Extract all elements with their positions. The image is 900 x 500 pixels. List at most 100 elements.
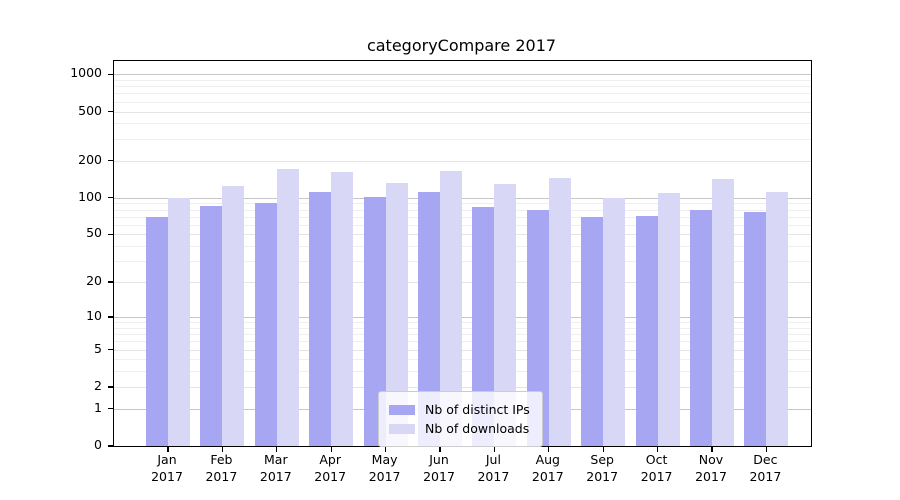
y-tick [107,159,113,162]
y-tick [107,196,113,199]
minor-gridline [114,341,811,343]
minor-gridline [114,209,811,211]
bar-downloads-apr [331,171,354,446]
y-tick [107,348,113,351]
minor-gridline [114,322,811,324]
legend-label-distinct-ips: Nb of distinct IPs [425,402,530,417]
minor-gridline [114,371,811,373]
x-tick [439,447,441,453]
legend: Nb of distinct IPs Nb of downloads [378,391,543,447]
y-tick-label: 5 [94,340,102,356]
minor-gridline [114,111,811,113]
bar-downloads-mar [276,169,299,446]
bar-distinct-ips-aug [526,210,549,446]
minor-gridline [114,327,811,329]
x-tick [276,447,278,453]
legend-swatch-distinct-ips [389,404,415,415]
minor-gridline [114,86,811,88]
minor-gridline [114,203,811,205]
minor-gridline [114,359,811,361]
x-tick [656,447,659,453]
minor-gridline [114,386,811,388]
bar-distinct-ips-nov [690,209,712,446]
minor-gridline [114,93,811,95]
y-tick-label: 50 [86,225,102,241]
minor-gridline [114,138,811,140]
y-tick [107,408,113,410]
bar-downloads-feb [222,185,245,446]
minor-gridline [114,224,811,226]
y-tick-label: 200 [78,151,102,167]
minor-gridline [114,261,811,263]
bar-distinct-ips-sep [581,217,604,446]
x-tick [711,447,713,453]
x-tick-label: Mar 2017 [259,452,292,484]
y-tick-label: 20 [86,273,102,289]
y-tick-label: 0 [94,437,102,452]
legend-label-downloads: Nb of downloads [425,421,530,436]
legend-swatch-downloads [389,423,415,434]
x-axis: Jan 2017 Feb 2017 Mar 2017 Apr 2017 May 2017 Jun 20… [113,451,810,491]
y-tick [107,316,113,318]
bar-downloads-may [385,183,408,446]
minor-gridline [114,234,811,236]
bar-distinct-ips-dec [744,211,767,446]
bar-distinct-ips-apr [309,192,332,446]
bar-downloads-aug [548,178,571,446]
minor-gridline [114,101,811,103]
bar-distinct-ips-may [363,197,386,446]
x-tick-label: Feb 2017 [205,452,238,484]
legend-item-distinct-ips: Nb of distinct IPs [389,401,530,418]
bar-downloads-jan [168,197,190,446]
bar-downloads-sep [603,197,626,446]
minor-gridline [114,349,811,351]
y-tick [107,281,113,283]
x-tick [167,447,169,453]
chart-title: categoryCompare 2017 [366,36,557,55]
y-tick [107,110,113,113]
major-gridline [114,197,811,199]
minor-gridline [114,334,811,336]
y-tick [107,73,113,75]
bar-distinct-ips-jun [418,191,440,446]
bar-distinct-ips-feb [200,205,223,446]
x-tick-label: Aug 2017 [531,452,564,484]
y-tick-label: 1 [94,399,102,415]
minor-gridline [114,160,811,162]
minor-gridline [114,123,811,125]
minor-gridline [114,79,811,81]
bar-downloads-oct [657,193,680,446]
x-tick-label: Nov 2017 [695,452,727,484]
x-tick [330,447,332,453]
x-tick-label: May 2017 [368,452,401,484]
y-tick [107,445,113,447]
x-tick-label: Oct 2017 [640,452,673,484]
bar-downloads-dec [766,191,789,446]
x-tick-label: Sep 2017 [586,452,619,484]
bar-distinct-ips-mar [254,203,277,446]
x-tick [765,447,768,453]
x-tick-label: Dec 2017 [749,452,782,484]
minor-gridline [114,246,811,248]
x-tick [602,447,604,453]
x-tick-label: Apr 2017 [314,452,347,484]
x-tick-label: Jan 2017 [151,452,183,484]
legend-item-downloads: Nb of downloads [389,420,530,437]
y-tick-label: 1000 [70,65,102,81]
bar-distinct-ips-oct [635,215,658,446]
x-tick-label: Jun 2017 [423,452,455,484]
y-tick-label: 2 [94,377,102,393]
y-axis: 0 1 2 5 10 20 50 100 200 500 1000 [0,60,102,452]
x-tick-label: Jul 2017 [477,452,510,484]
y-tick-label: 10 [86,307,102,323]
bar-distinct-ips-jan [146,217,168,446]
y-tick-label: 100 [78,188,102,204]
major-gridline [114,316,811,318]
bar-downloads-jul [494,183,517,446]
bar-downloads-nov [712,178,734,446]
major-gridline [114,74,811,76]
x-tick [548,447,550,453]
minor-gridline [114,216,811,218]
bar-downloads-jun [440,170,462,446]
